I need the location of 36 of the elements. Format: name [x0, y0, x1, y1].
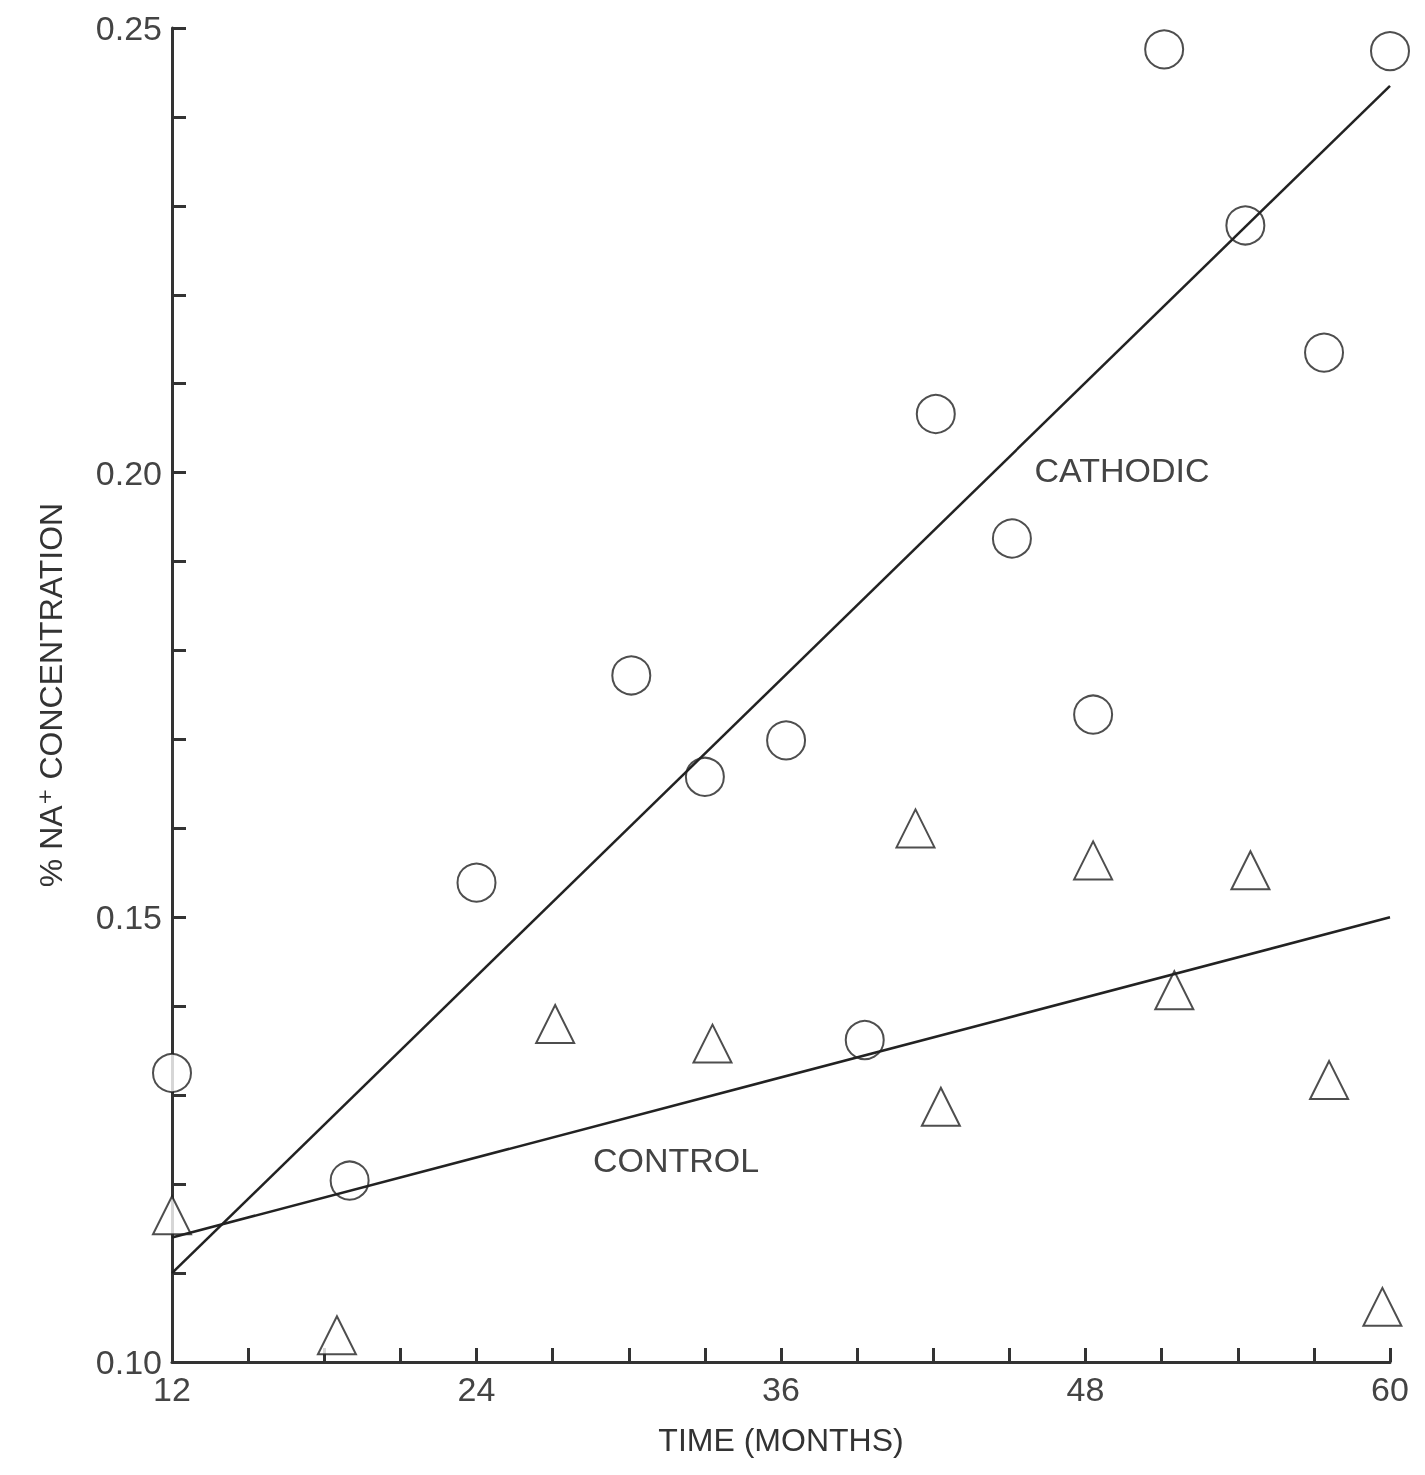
x-tick-label: 60	[1371, 1370, 1409, 1408]
point	[152, 1052, 192, 1093]
point	[329, 1160, 370, 1201]
point	[152, 1195, 192, 1236]
point	[684, 756, 725, 797]
point	[692, 1023, 733, 1064]
y-tick-label: 0.15	[95, 898, 162, 937]
annotation: CATHODIC	[1034, 451, 1210, 489]
x-axis-title: TIME (MONTHS)	[658, 1422, 904, 1458]
point	[920, 1086, 961, 1127]
y-tick-label: 0.25	[95, 9, 162, 47]
point	[766, 720, 807, 761]
point	[1304, 332, 1345, 373]
point	[991, 518, 1032, 559]
point	[535, 1004, 576, 1045]
point	[895, 808, 936, 849]
x-tick-label: 48	[1066, 1370, 1105, 1408]
x-tick-label: 24	[457, 1370, 496, 1408]
point	[1144, 29, 1185, 70]
point	[1073, 840, 1114, 881]
x-tick-label: 36	[762, 1370, 800, 1408]
point	[456, 862, 497, 903]
point	[915, 393, 956, 434]
point	[1370, 31, 1410, 72]
point	[1362, 1286, 1403, 1327]
point	[1073, 694, 1114, 735]
point	[316, 1315, 357, 1356]
point	[1225, 205, 1266, 246]
annotation: CONTROL	[592, 1141, 760, 1179]
y-tick-label: 0.20	[95, 453, 162, 492]
point	[1154, 970, 1195, 1011]
point	[1230, 850, 1271, 891]
point	[844, 1020, 885, 1061]
point	[611, 655, 652, 696]
point	[1309, 1060, 1350, 1101]
y-axis-title: % NA⁺ CONCENTRATION	[33, 502, 69, 888]
